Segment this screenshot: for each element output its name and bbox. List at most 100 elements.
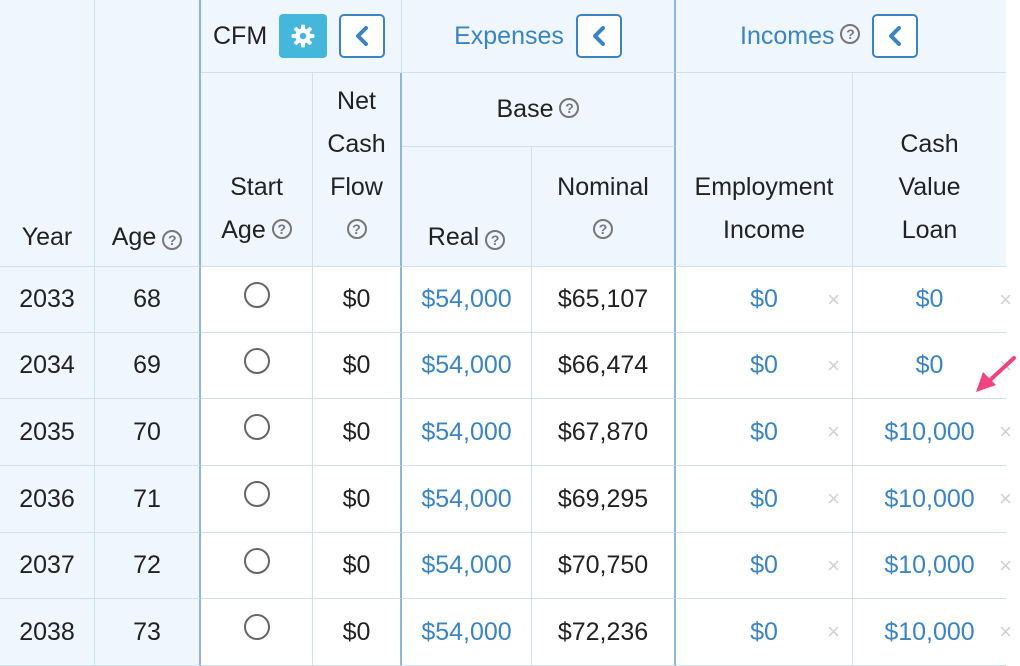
close-icon[interactable]: ×	[827, 486, 840, 511]
close-icon[interactable]: ×	[999, 619, 1012, 644]
header-expenses-group: Expenses	[402, 0, 676, 73]
help-icon[interactable]: ?	[271, 219, 292, 240]
help-icon[interactable]: ?	[485, 230, 506, 250]
cell-expense-real-link[interactable]: $54,000	[402, 399, 532, 466]
cash-value-loan-link[interactable]: $10,000	[884, 484, 975, 513]
cash-value-loan-link[interactable]: $0	[915, 285, 944, 313]
header-nominal: Nominal ?	[532, 147, 676, 267]
header-net-cash-flow: Net Cash Flow ?	[313, 73, 402, 267]
cell-year: 2036	[0, 466, 95, 533]
expenses-title[interactable]: Expenses	[454, 21, 564, 50]
cell-year: 2037	[0, 533, 95, 599]
cell-net-cash-flow: $0	[313, 333, 402, 399]
help-icon[interactable]: ?	[592, 219, 613, 240]
close-icon[interactable]: ×	[827, 552, 840, 578]
cell-expense-real-link[interactable]: $54,000	[402, 466, 532, 533]
net-cash-flow-line-1: Net	[337, 87, 376, 115]
header-base: Base ?	[402, 73, 676, 147]
cell-age: 68	[95, 267, 201, 333]
cell-cash-value-loan: $10,000 ×	[853, 466, 1012, 533]
cell-expense-nominal: $72,236	[532, 599, 676, 666]
employment-income-link[interactable]: $0	[750, 285, 778, 313]
employment-income-line-2: Income	[723, 216, 805, 244]
employment-income-link[interactable]: $0	[750, 417, 778, 446]
cell-year: 2035	[0, 399, 95, 466]
cell-start-age	[201, 267, 313, 333]
header-cfm-group: CFM	[201, 0, 402, 73]
cfm-settings-button[interactable]	[279, 14, 328, 58]
cell-employment-income: $0 ×	[676, 333, 853, 399]
close-icon[interactable]: ×	[827, 352, 840, 378]
start-age-radio[interactable]	[243, 281, 270, 308]
chevron-left-icon	[592, 26, 605, 46]
help-icon[interactable]: ?	[346, 219, 367, 240]
cash-value-loan-link[interactable]: $0	[915, 351, 944, 379]
gear-icon	[291, 24, 315, 48]
header-year-label: Year	[21, 223, 73, 251]
cell-start-age	[201, 533, 313, 599]
cash-value-loan-line-2: Value	[898, 173, 961, 201]
close-icon[interactable]: ×	[999, 486, 1012, 511]
cell-start-age	[201, 333, 313, 399]
start-age-radio[interactable]	[243, 414, 270, 440]
start-age-radio[interactable]	[243, 347, 270, 374]
cell-expense-real-link[interactable]: $54,000	[402, 599, 532, 666]
employment-income-line-1: Employment	[694, 173, 834, 201]
annotation-arrow-icon	[976, 356, 1016, 392]
incomes-collapse-button[interactable]	[872, 14, 919, 58]
cell-start-age	[201, 599, 313, 666]
cell-age: 72	[95, 533, 201, 599]
close-icon[interactable]: ×	[827, 419, 840, 444]
employment-income-link[interactable]: $0	[750, 551, 778, 579]
incomes-title[interactable]: Incomes	[740, 21, 835, 50]
employment-income-link[interactable]: $0	[750, 617, 778, 646]
cell-cash-value-loan: $0 ×	[853, 267, 1012, 333]
close-icon[interactable]: ×	[827, 286, 840, 312]
employment-income-link[interactable]: $0	[750, 351, 778, 379]
header-age-label: Age	[111, 223, 157, 251]
help-icon[interactable]: ?	[559, 97, 580, 118]
cell-employment-income: $0 ×	[676, 599, 853, 666]
cell-employment-income: $0 ×	[676, 533, 853, 599]
cell-expense-real-link[interactable]: $54,000	[402, 267, 532, 333]
chevron-left-icon	[889, 26, 902, 46]
cash-value-loan-link[interactable]: $10,000	[884, 417, 975, 446]
header-incomes-group: Incomes ?	[676, 0, 1006, 73]
header-cash-value-loan: Cash Value Loan	[853, 73, 1006, 267]
cash-value-loan-link[interactable]: $10,000	[884, 617, 975, 646]
close-icon[interactable]: ×	[999, 286, 1012, 312]
start-age-radio[interactable]	[243, 547, 270, 574]
close-icon[interactable]: ×	[999, 552, 1012, 578]
header-employment-income: Employment Income	[676, 73, 853, 267]
cell-expense-real-link[interactable]: $54,000	[402, 533, 532, 599]
start-age-radio[interactable]	[243, 614, 270, 640]
cell-age: 69	[95, 333, 201, 399]
cell-cash-value-loan: $10,000 ×	[853, 533, 1012, 599]
employment-income-link[interactable]: $0	[750, 484, 778, 513]
cell-expense-real-link[interactable]: $54,000	[402, 333, 532, 399]
cfm-collapse-button[interactable]	[339, 14, 386, 58]
start-age-line-1: Start	[230, 173, 283, 201]
cell-net-cash-flow: $0	[313, 399, 402, 466]
cell-cash-value-loan: $10,000 ×	[853, 399, 1012, 466]
help-icon[interactable]: ?	[840, 24, 861, 44]
cell-net-cash-flow: $0	[313, 267, 402, 333]
cell-expense-nominal: $65,107	[532, 267, 676, 333]
help-icon[interactable]: ?	[162, 230, 183, 250]
cell-employment-income: $0 ×	[676, 267, 853, 333]
cell-net-cash-flow: $0	[313, 533, 402, 599]
cash-value-loan-link[interactable]: $10,000	[884, 551, 975, 579]
header-year: Year	[0, 0, 95, 267]
close-icon[interactable]: ×	[827, 619, 840, 644]
expenses-collapse-button[interactable]	[575, 14, 622, 58]
header-start-age: Start Age?	[201, 73, 313, 267]
start-age-radio[interactable]	[243, 481, 270, 507]
close-icon[interactable]: ×	[999, 419, 1012, 444]
cash-value-loan-line-1: Cash	[900, 130, 959, 158]
net-cash-flow-line-2: Cash	[327, 130, 386, 158]
cell-age: 70	[95, 399, 201, 466]
cell-expense-nominal: $69,295	[532, 466, 676, 533]
cfm-title: CFM	[213, 21, 268, 50]
real-label: Real	[427, 223, 480, 251]
